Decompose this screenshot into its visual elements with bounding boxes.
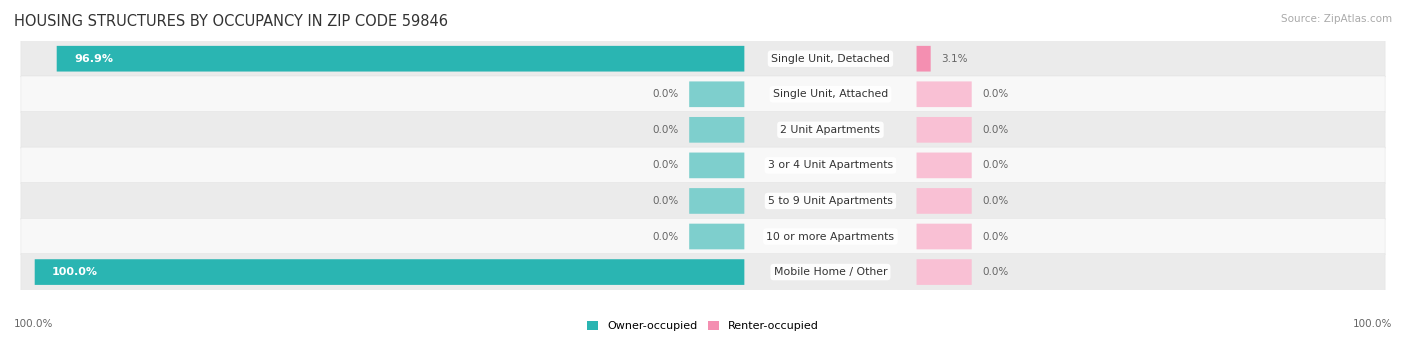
Text: 0.0%: 0.0%: [652, 196, 679, 206]
Text: 0.0%: 0.0%: [981, 267, 1008, 277]
FancyBboxPatch shape: [689, 117, 744, 143]
FancyBboxPatch shape: [917, 46, 931, 72]
FancyBboxPatch shape: [917, 81, 972, 107]
Text: 100.0%: 100.0%: [1353, 319, 1392, 329]
Text: HOUSING STRUCTURES BY OCCUPANCY IN ZIP CODE 59846: HOUSING STRUCTURES BY OCCUPANCY IN ZIP C…: [14, 14, 449, 29]
Text: 2 Unit Apartments: 2 Unit Apartments: [780, 125, 880, 135]
FancyBboxPatch shape: [917, 259, 972, 285]
Text: 0.0%: 0.0%: [652, 89, 679, 99]
Text: 96.9%: 96.9%: [75, 54, 112, 64]
FancyBboxPatch shape: [56, 46, 744, 72]
FancyBboxPatch shape: [689, 152, 744, 178]
FancyBboxPatch shape: [917, 188, 972, 214]
Legend: Owner-occupied, Renter-occupied: Owner-occupied, Renter-occupied: [582, 316, 824, 336]
FancyBboxPatch shape: [689, 188, 744, 214]
Text: 100.0%: 100.0%: [52, 267, 98, 277]
FancyBboxPatch shape: [21, 41, 1385, 77]
FancyBboxPatch shape: [35, 259, 744, 285]
Text: Single Unit, Attached: Single Unit, Attached: [773, 89, 889, 99]
Text: 0.0%: 0.0%: [652, 125, 679, 135]
Text: 0.0%: 0.0%: [981, 89, 1008, 99]
Text: 0.0%: 0.0%: [652, 160, 679, 170]
FancyBboxPatch shape: [21, 76, 1385, 113]
FancyBboxPatch shape: [21, 254, 1385, 290]
FancyBboxPatch shape: [21, 147, 1385, 184]
Text: 5 to 9 Unit Apartments: 5 to 9 Unit Apartments: [768, 196, 893, 206]
FancyBboxPatch shape: [917, 152, 972, 178]
Text: 3.1%: 3.1%: [941, 54, 967, 64]
Text: 0.0%: 0.0%: [981, 196, 1008, 206]
Text: 0.0%: 0.0%: [981, 160, 1008, 170]
FancyBboxPatch shape: [689, 224, 744, 249]
Text: Single Unit, Detached: Single Unit, Detached: [770, 54, 890, 64]
Text: 0.0%: 0.0%: [652, 232, 679, 241]
Text: 10 or more Apartments: 10 or more Apartments: [766, 232, 894, 241]
FancyBboxPatch shape: [689, 81, 744, 107]
FancyBboxPatch shape: [917, 117, 972, 143]
Text: Source: ZipAtlas.com: Source: ZipAtlas.com: [1281, 14, 1392, 24]
Text: Mobile Home / Other: Mobile Home / Other: [773, 267, 887, 277]
Text: 0.0%: 0.0%: [981, 232, 1008, 241]
FancyBboxPatch shape: [21, 218, 1385, 255]
FancyBboxPatch shape: [21, 112, 1385, 148]
FancyBboxPatch shape: [21, 183, 1385, 219]
Text: 0.0%: 0.0%: [981, 125, 1008, 135]
FancyBboxPatch shape: [917, 224, 972, 249]
Text: 100.0%: 100.0%: [14, 319, 53, 329]
Text: 3 or 4 Unit Apartments: 3 or 4 Unit Apartments: [768, 160, 893, 170]
